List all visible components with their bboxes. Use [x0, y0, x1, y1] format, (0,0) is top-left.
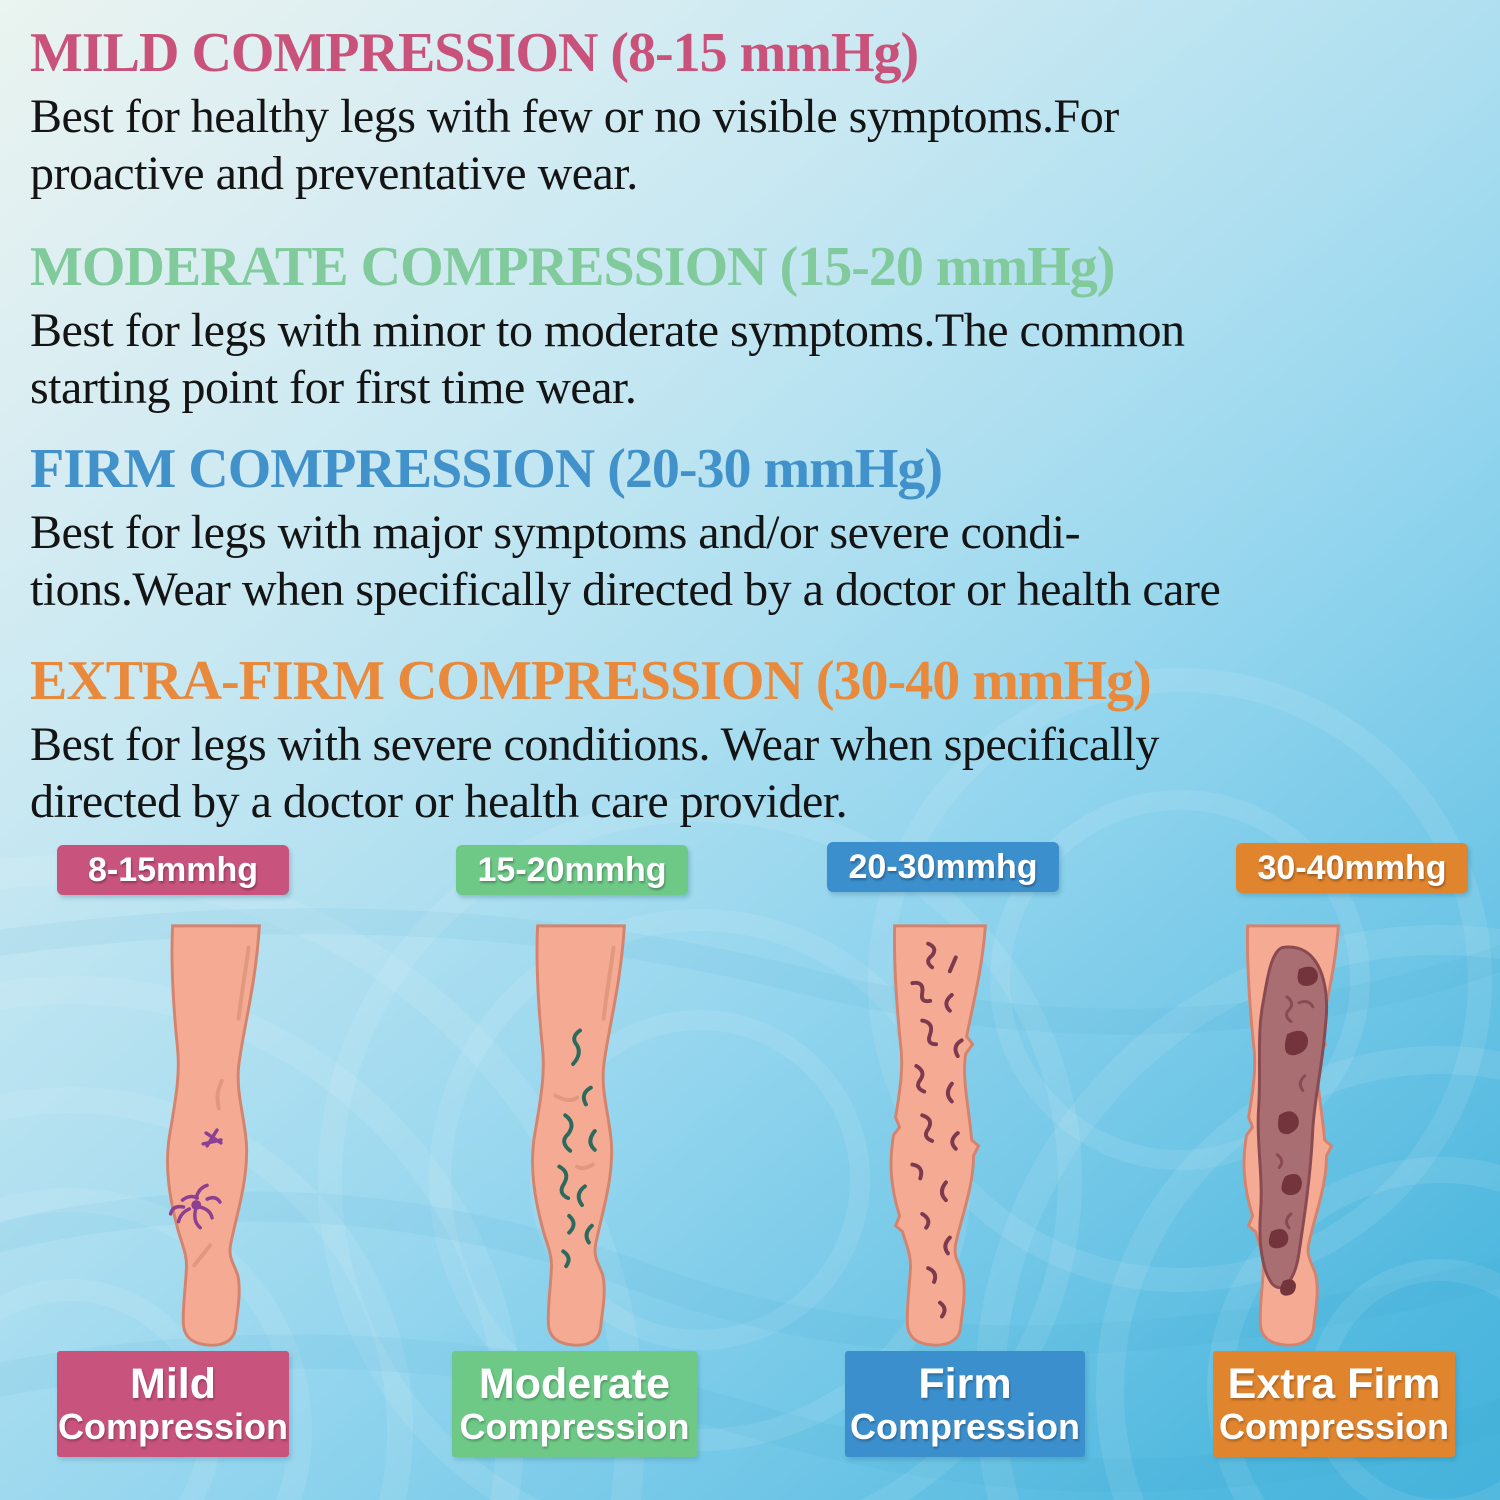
section-body: Best for legs with severe conditions. We… [30, 716, 1478, 830]
leg-illustration-moderate-varicose-veins [470, 918, 690, 1352]
level-name: Moderate [478, 1360, 671, 1408]
leg-illustration-mild-spider-veins [105, 918, 325, 1352]
pressure-range-badge-mild: 8-15mmhg [57, 845, 289, 895]
level-name-sub: Compression [1218, 1406, 1450, 1447]
level-name-sub: Compression [57, 1406, 289, 1447]
section-body-line: Best for legs with major symptoms and/or… [30, 506, 1081, 559]
section-heading: MODERATE COMPRESSION (15-20 mmHg) [30, 236, 1115, 298]
section-body-line: Best for legs with minor to moderate sym… [30, 304, 1185, 357]
section-body-line: tions.Wear when specifically directed by… [30, 563, 1221, 616]
section-extra-firm: EXTRA-FIRM COMPRESSION (30-40 mmHg) Best… [30, 652, 1478, 830]
section-heading: EXTRA-FIRM COMPRESSION (30-40 mmHg) [30, 650, 1152, 712]
section-body-line: directed by a doctor or health care prov… [30, 775, 848, 828]
section-heading: MILD COMPRESSION (8-15 mmHg) [30, 22, 919, 84]
level-box-moderate: Moderate Compression [452, 1351, 697, 1457]
level-box-extra-firm: Extra Firm Compression [1213, 1351, 1455, 1457]
leg-illustration-severe-varicose-veins [829, 918, 1049, 1352]
section-firm: FIRM COMPRESSION (20-30 mmHg) Best for l… [30, 440, 1478, 618]
section-body-line: proactive and preventative wear. [30, 147, 638, 200]
section-body-line: Best for legs with severe conditions. We… [30, 718, 1159, 771]
section-body-line: Best for healthy legs with few or no vis… [30, 90, 1119, 143]
level-name-sub: Compression [849, 1406, 1081, 1447]
level-name: Extra Firm [1227, 1360, 1441, 1408]
leg-illustration-extreme-condition [1182, 918, 1402, 1352]
section-body: Best for legs with major symptoms and/or… [30, 504, 1478, 618]
section-body: Best for healthy legs with few or no vis… [30, 88, 1478, 202]
section-body: Best for legs with minor to moderate sym… [30, 302, 1478, 416]
section-heading: FIRM COMPRESSION (20-30 mmHg) [30, 438, 943, 500]
section-body-line: starting point for first time wear. [30, 361, 637, 414]
pressure-range-badge-firm: 20-30mmhg [827, 842, 1059, 892]
level-name: Firm [918, 1360, 1012, 1408]
section-moderate: MODERATE COMPRESSION (15-20 mmHg) Best f… [30, 238, 1478, 416]
section-mild: MILD COMPRESSION (8-15 mmHg) Best for he… [30, 24, 1478, 202]
level-box-mild: Mild Compression [57, 1351, 289, 1457]
level-name: Mild [130, 1360, 216, 1408]
pressure-range-badge-extra-firm: 30-40mmhg [1236, 843, 1468, 893]
level-box-firm: Firm Compression [845, 1351, 1085, 1457]
level-name-sub: Compression [459, 1406, 690, 1447]
pressure-range-badge-moderate: 15-20mmhg [456, 845, 688, 895]
